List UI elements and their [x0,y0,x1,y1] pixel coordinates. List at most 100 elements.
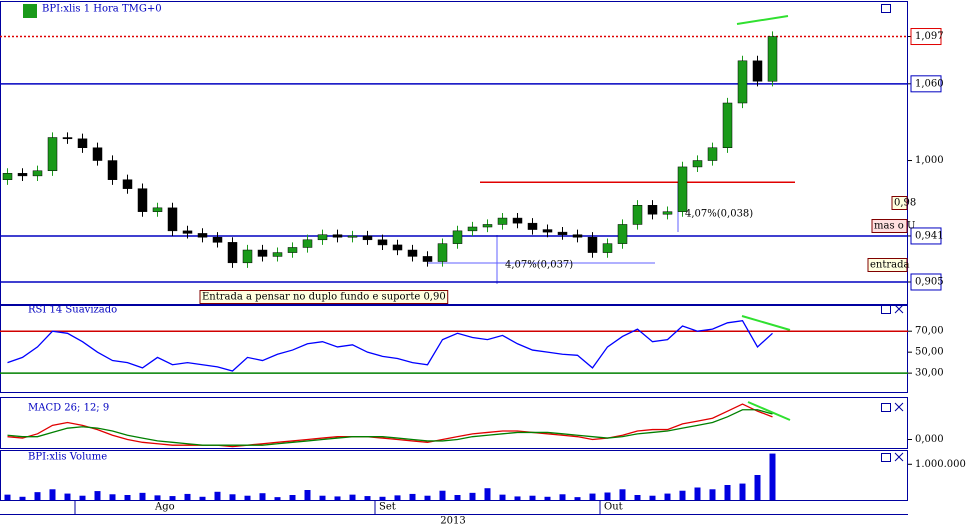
panel-title: RSI 14 Suavizado [28,305,117,316]
candle-body [752,60,763,82]
annotation: 4,07%(0,037) [505,260,573,271]
panel-frames [0,1,908,515]
volume-bar [184,493,191,500]
candle-body [17,173,28,177]
volume-bar [124,495,131,500]
volume-bar [679,490,686,500]
volume-bar [589,493,596,500]
volume-bar [649,495,656,500]
volume-bar [49,489,56,500]
volume-bar [484,488,491,500]
volume-bar [274,497,281,500]
series-line [7,409,773,446]
candle-body [287,247,298,253]
trend-lines [736,15,791,421]
volume-bar [319,495,326,500]
candle-body [332,234,343,238]
candle-body [77,138,88,148]
annotation: Entrada a pensar no duplo fundo e suport… [202,292,446,303]
annotation-box [199,290,449,304]
volume-bar [244,495,251,500]
candle-body [242,249,253,264]
volume-bar [619,489,626,500]
volume-bar [94,491,101,500]
candle-body [542,229,553,233]
volume-bar [604,492,611,500]
volume-bar [79,495,86,500]
candle-body [167,207,178,232]
volume-bar [214,491,221,500]
candle-body [2,173,13,180]
volume-bar [19,496,26,500]
candle-body [722,102,733,148]
candle-body [377,239,388,246]
candle-body [92,147,103,161]
volume-bar [364,496,371,500]
volume-bar [559,494,566,500]
panel-buttons[interactable] [881,4,904,462]
volume-bar [439,490,446,500]
volume-bar [259,493,266,500]
candle-body [707,147,718,161]
annotation: entrada [870,260,910,271]
volume-bar [394,495,401,500]
candle-body [362,235,373,241]
candle-body [482,224,493,228]
volume-bar [349,494,356,500]
annotation: 4,07%(0,038) [685,209,753,220]
candle-body [647,205,658,215]
candle-body [62,137,73,140]
candle-body [107,160,118,180]
tick-label-box [910,227,942,245]
volume-bar [724,485,731,500]
volume-bar [694,487,701,500]
candle-body [692,160,703,168]
volume-bar [709,489,716,500]
x-tick-label: Set [379,502,396,513]
volume-bar [4,494,11,500]
candle-body [422,256,433,262]
candle-body [587,236,598,253]
volume-bar [664,493,671,500]
candle-body [122,179,133,189]
annotation: mas o U [874,221,915,232]
volume-bar [289,495,296,500]
candle-body [512,217,523,224]
volume-bar [574,497,581,500]
candle-body [182,230,193,234]
y-tick-label: 1,097 [915,31,944,42]
y-tick-label: 70,00 [915,326,944,337]
candle-body [617,224,628,244]
y-tick-label: 50,00 [915,347,944,358]
volume-bar [769,453,776,500]
annotation-box [871,219,908,233]
candle-body [572,234,583,238]
candle-body [392,244,403,251]
candle-body [602,243,613,253]
app-icon [23,4,37,18]
candle-body [632,205,643,225]
volume-bar [379,496,386,500]
y-tick-label: 0,905 [915,276,944,287]
annotation: 0,98 [894,198,916,209]
volume-bar [424,495,431,500]
y-tick-label: 0,000 [915,434,944,445]
x-axis-title: 2013 [440,516,465,527]
candle-body [662,211,673,215]
volume-bar [169,496,176,500]
panel-title: BPI:xlis Volume [28,452,107,463]
candle-body [137,188,148,212]
candle-body [737,60,748,104]
panel-title: BPI:xlis 1 Hora TMG+0 [42,4,162,15]
candle-body [767,36,778,82]
candle-body [437,243,448,262]
candle-body [317,234,328,241]
volume-bar [64,493,71,500]
tick-label-box [910,28,942,46]
y-tick-label: 1.000.000 [915,459,966,470]
y-tick-label: 1,060 [915,78,944,89]
panel-title: MACD 26; 12; 9 [28,403,109,414]
series-line [7,403,773,448]
